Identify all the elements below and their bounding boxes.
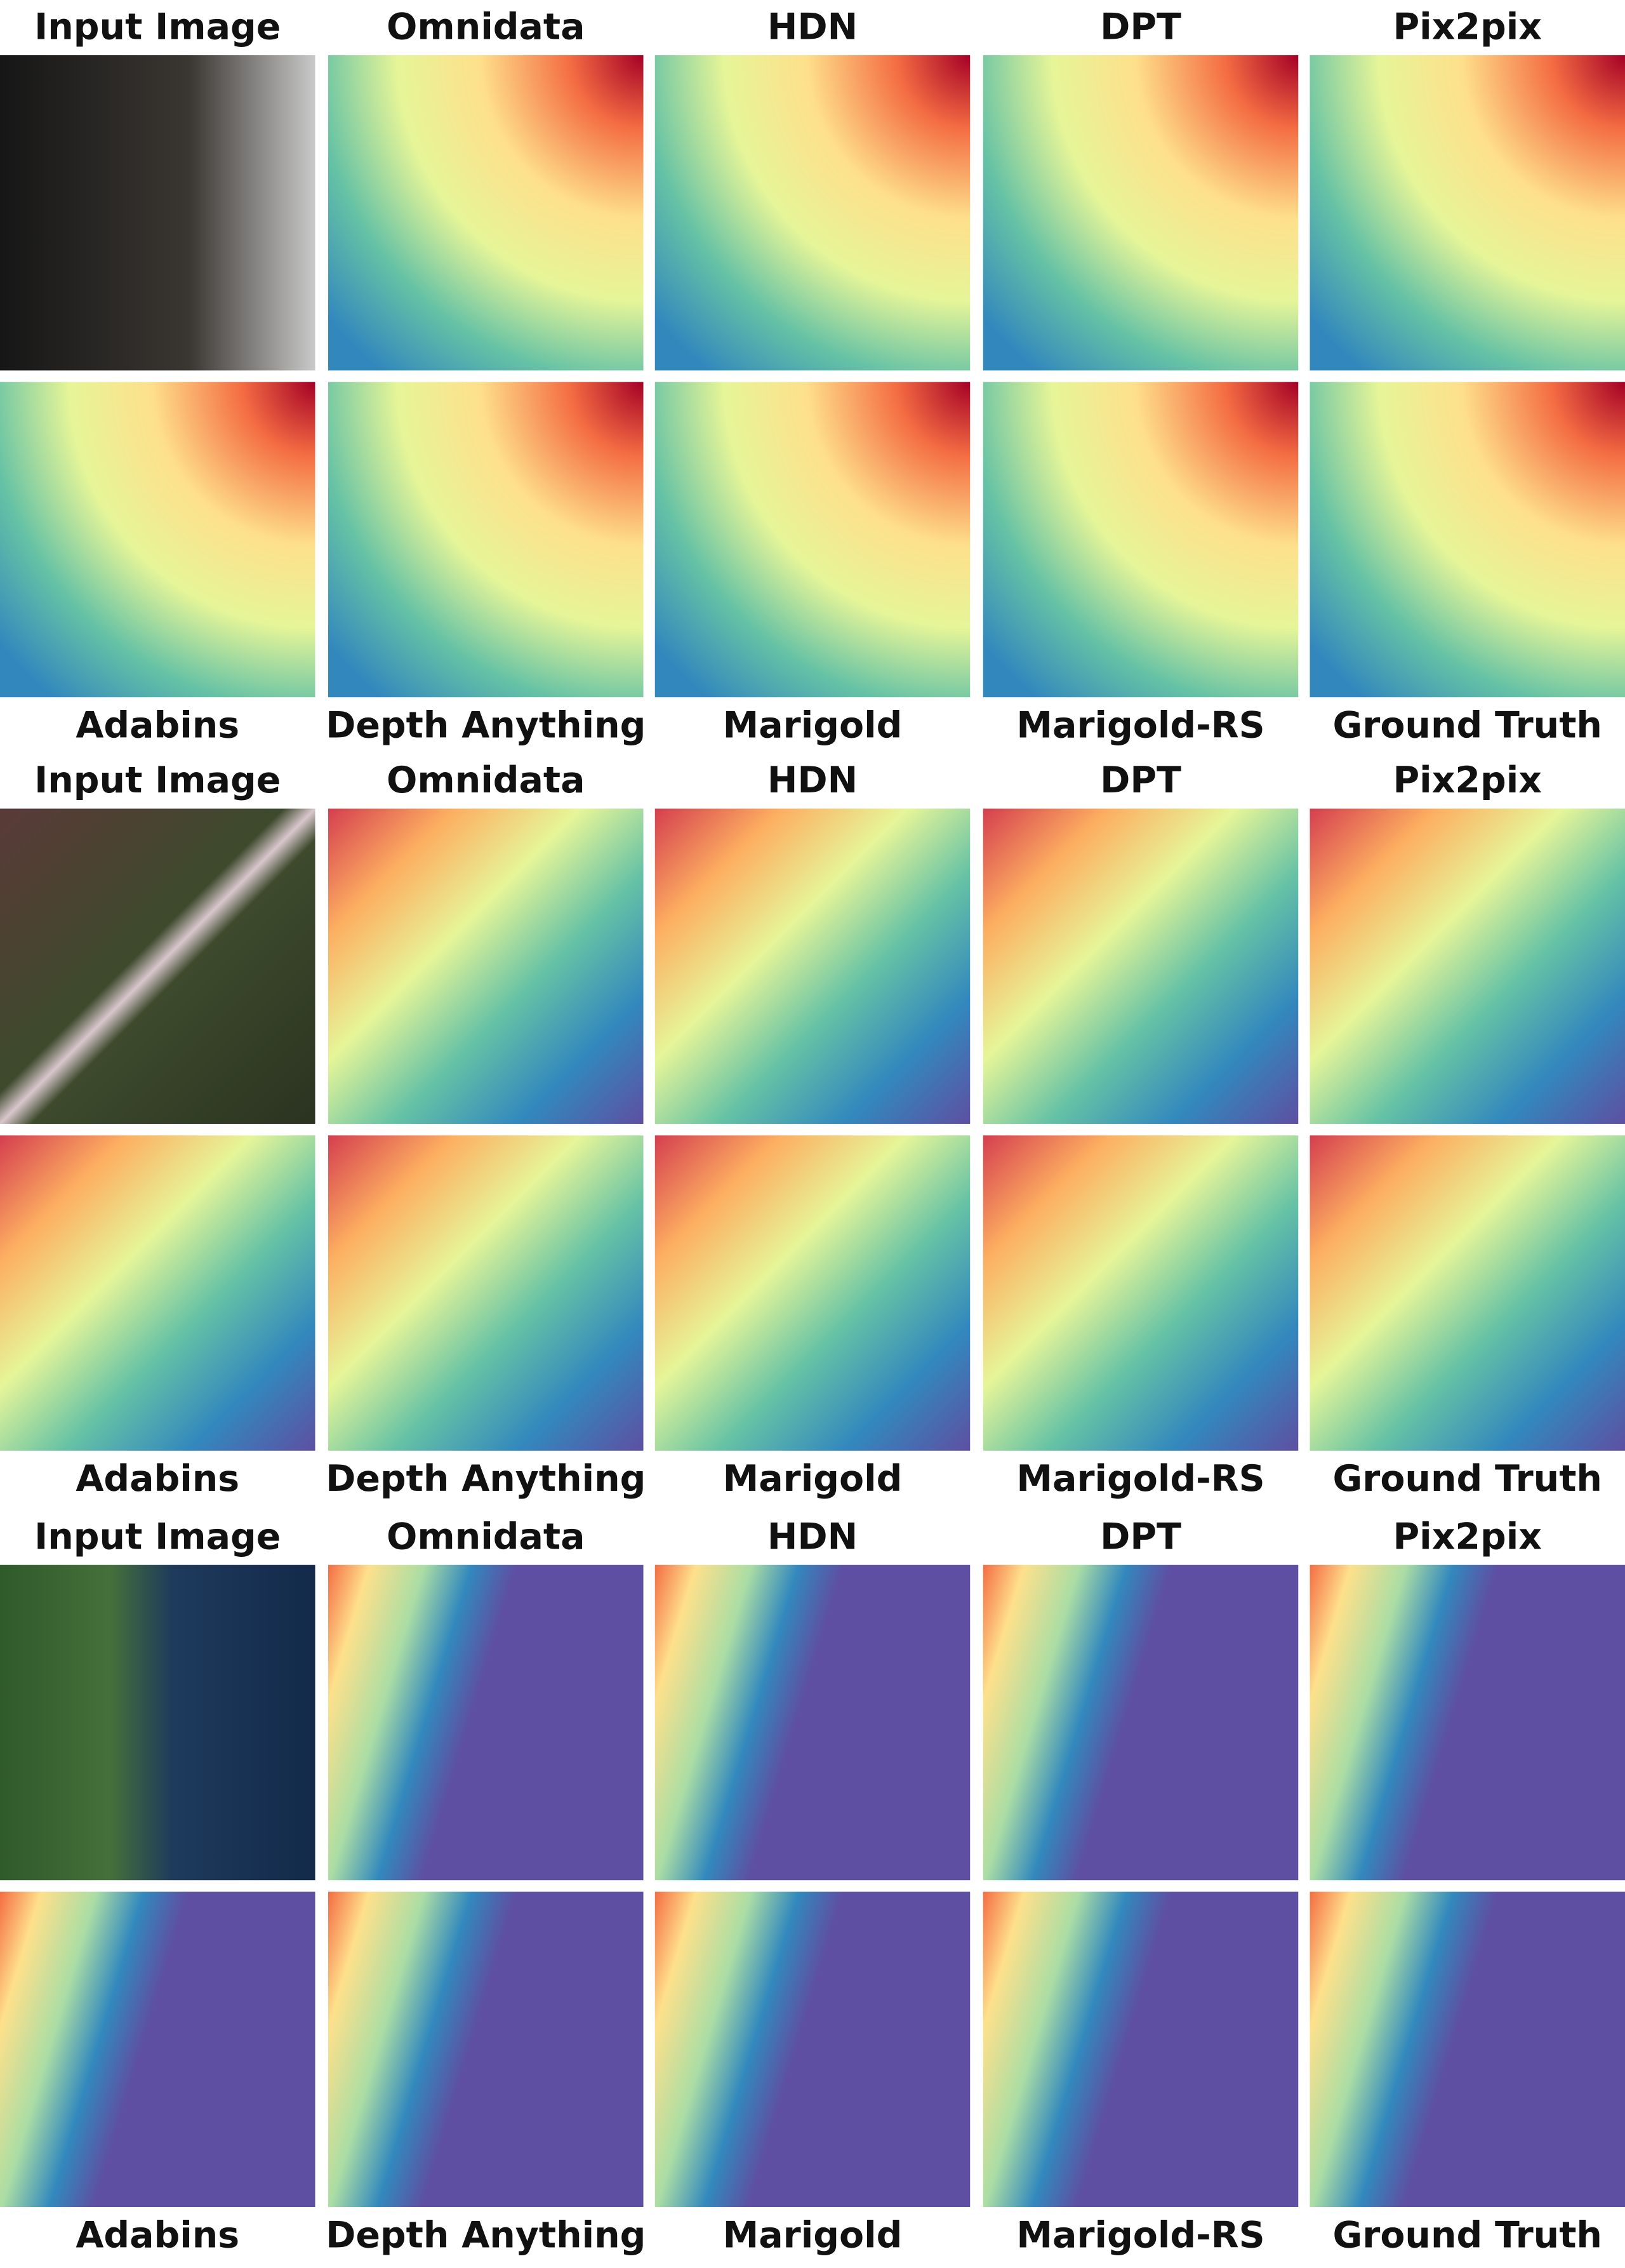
- depth-map: [328, 1564, 644, 1881]
- column-label: HDN: [767, 6, 858, 48]
- depth-map: [1310, 1564, 1625, 1881]
- column-label: Marigold-RS: [1016, 1458, 1264, 1500]
- column-label: DPT: [1100, 1516, 1181, 1558]
- depth-map: [983, 1891, 1299, 2207]
- column-label: HDN: [767, 759, 858, 801]
- depth-map: [983, 1564, 1299, 1881]
- depth-map: [0, 382, 315, 698]
- depth-map: [0, 1891, 315, 2207]
- column-label: Marigold-RS: [1016, 2214, 1264, 2256]
- column-label: Input Image: [34, 1516, 281, 1558]
- depth-map: [328, 55, 644, 371]
- column-label: Adabins: [76, 1458, 239, 1500]
- column-label: Omnidata: [387, 759, 585, 801]
- depth-map: [654, 1891, 971, 2207]
- column-label: DPT: [1100, 759, 1181, 801]
- depth-map: [328, 382, 644, 698]
- column-label: Depth Anything: [326, 705, 646, 747]
- column-label: HDN: [767, 1516, 858, 1558]
- column-label: Pix2pix: [1393, 759, 1542, 801]
- depth-map: [654, 1135, 971, 1451]
- column-label: Pix2pix: [1393, 1516, 1542, 1558]
- depth-map: [328, 808, 644, 1124]
- input-image: [0, 808, 315, 1124]
- column-label: Adabins: [76, 705, 239, 747]
- depth-map: [1310, 808, 1625, 1124]
- column-label: Omnidata: [387, 1516, 585, 1558]
- column-label: Marigold: [723, 2214, 903, 2256]
- column-label: Depth Anything: [326, 2214, 646, 2256]
- column-label: DPT: [1100, 6, 1181, 48]
- depth-map: [654, 1564, 971, 1881]
- depth-map: [1310, 55, 1625, 371]
- column-label: Marigold-RS: [1016, 705, 1264, 747]
- depth-map: [983, 382, 1299, 698]
- depth-map: [654, 808, 971, 1124]
- depth-map: [1310, 1891, 1625, 2207]
- column-label: Ground Truth: [1333, 1458, 1602, 1500]
- column-label: Marigold: [723, 1458, 903, 1500]
- depth-map: [654, 55, 971, 371]
- column-label: Ground Truth: [1333, 705, 1602, 747]
- depth-map: [983, 55, 1299, 371]
- input-image: [0, 55, 315, 371]
- column-label: Input Image: [34, 759, 281, 801]
- depth-map: [328, 1891, 644, 2207]
- column-label: Pix2pix: [1393, 6, 1542, 48]
- input-image: [0, 1564, 315, 1881]
- column-label: Ground Truth: [1333, 2214, 1602, 2256]
- column-label: Marigold: [723, 705, 903, 747]
- column-label: Input Image: [34, 6, 281, 48]
- depth-map: [1310, 1135, 1625, 1451]
- column-label: Depth Anything: [326, 1458, 646, 1500]
- depth-map: [328, 1135, 644, 1451]
- column-label: Adabins: [76, 2214, 239, 2256]
- depth-map: [983, 1135, 1299, 1451]
- depth-map: [983, 808, 1299, 1124]
- depth-map: [0, 1135, 315, 1451]
- depth-map: [654, 382, 971, 698]
- column-label: Omnidata: [387, 6, 585, 48]
- depth-map: [1310, 382, 1625, 698]
